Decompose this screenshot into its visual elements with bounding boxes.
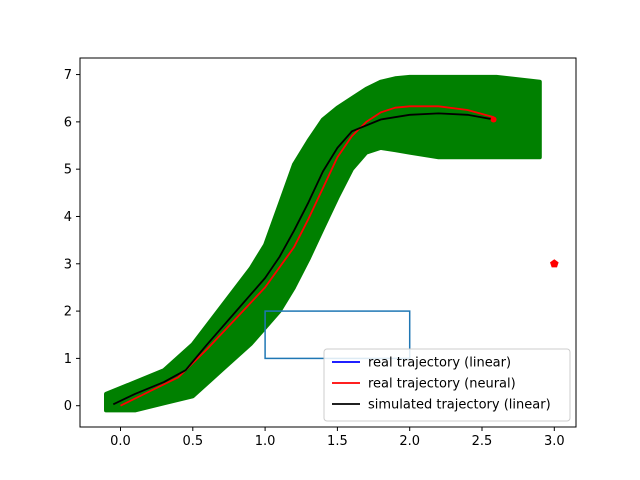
y-tick-label: 2	[64, 305, 72, 320]
axes: 0.0 0.5 1.0 1.5 2.0 2.5 3.0 0 1 2 3 4 5 6 7	[64, 57, 577, 449]
x-tick-label: 2.5	[472, 434, 493, 449]
legend-label-1: real trajectory (neural)	[368, 377, 516, 392]
y-tick-label: 3	[64, 257, 72, 272]
legend: real trajectory (linear) real trajectory …	[323, 348, 571, 422]
y-tick-label: 5	[64, 163, 72, 178]
legend-label-2: simulated trajectory (linear)	[368, 398, 551, 413]
y-tick-label: 1	[64, 352, 72, 367]
x-tick-label: 3.0	[544, 434, 565, 449]
series-line-2	[112, 112, 494, 406]
legend-label-0: real trajectory (linear)	[368, 356, 511, 371]
plot-area	[104, 74, 559, 413]
start-marker	[490, 116, 497, 123]
x-tick-label: 0.0	[110, 434, 131, 449]
y-tick-label: 6	[64, 115, 72, 130]
axes-frame	[79, 57, 577, 428]
y-tick-label: 7	[64, 68, 72, 83]
legend-box	[323, 348, 571, 422]
goal-marker	[550, 259, 559, 268]
x-tick-label: 1.5	[327, 434, 348, 449]
x-tick-label: 1.0	[255, 434, 276, 449]
y-tick-label: 4	[64, 210, 72, 225]
plot-content	[104, 74, 542, 413]
x-tick-label: 0.5	[182, 434, 203, 449]
y-tick-label: 0	[64, 399, 72, 414]
x-tick-label: 2.0	[399, 434, 420, 449]
series-line-1	[120, 105, 494, 407]
